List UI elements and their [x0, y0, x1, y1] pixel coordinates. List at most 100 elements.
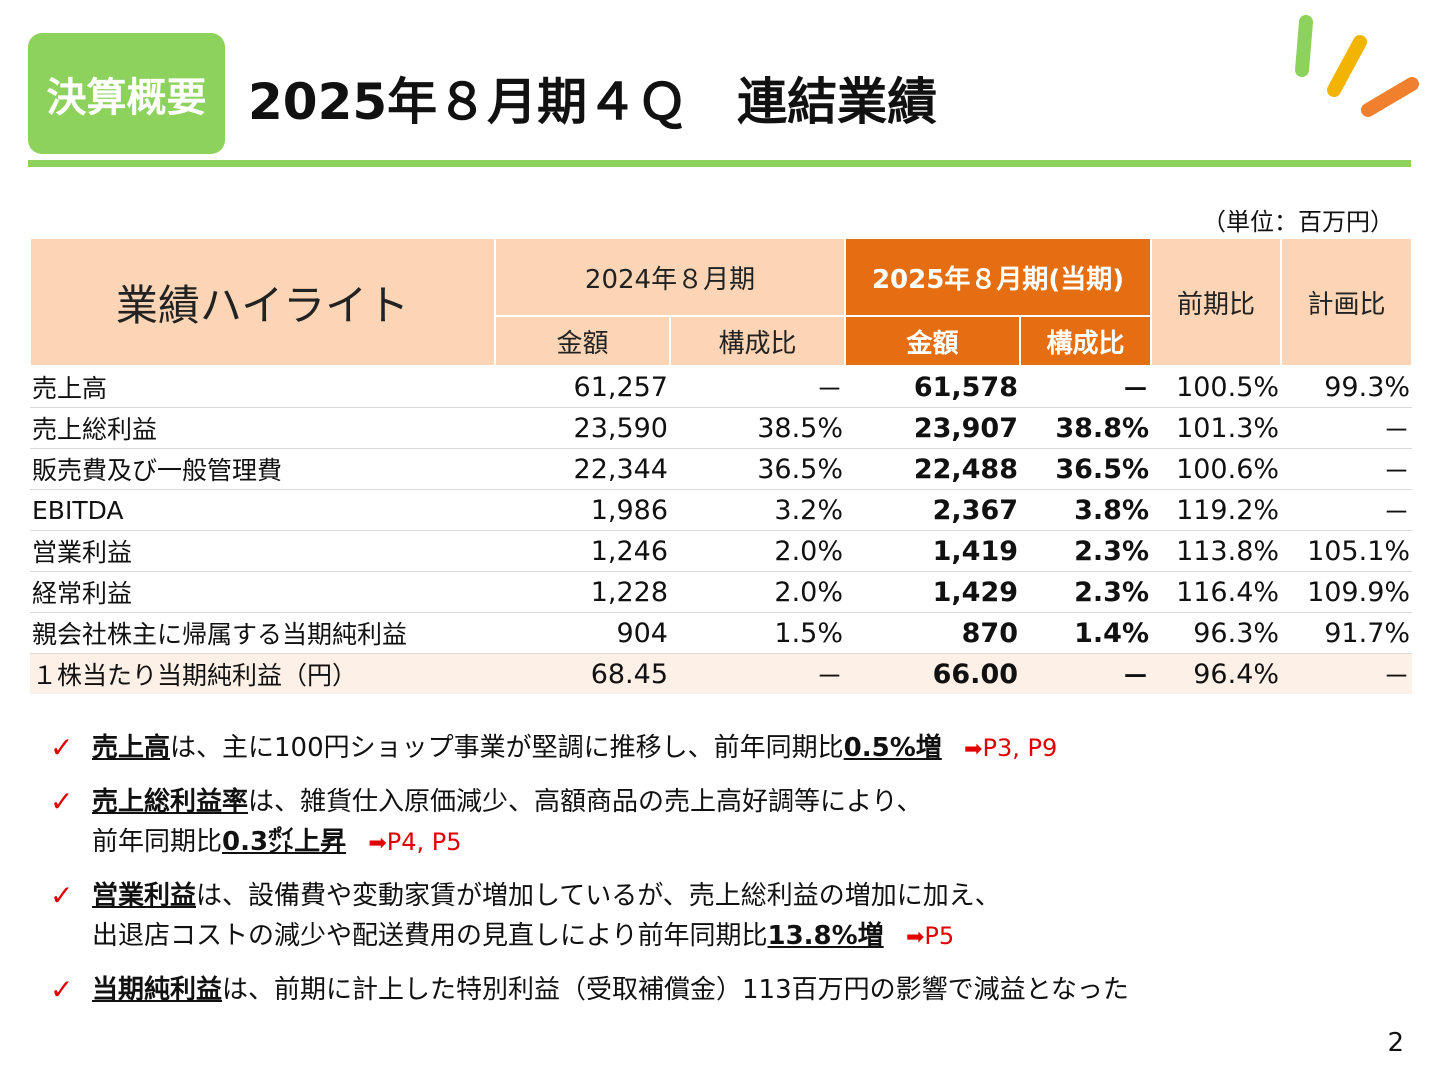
table-row: 経常利益 1,228 2.0% 1,429 2.3% 116.4% 109.9% — [30, 571, 1413, 613]
prev-amount-header: 金額 — [494, 315, 671, 367]
yoy-value: 113.8% — [1151, 530, 1282, 572]
table-row: 販売費及び一般管理費 22,344 36.5% 22,488 36.5% 100… — [30, 448, 1413, 490]
prev-ratio: 2.0% — [670, 530, 846, 572]
table-row: 売上総利益 23,590 38.5% 23,907 38.8% 101.3% － — [30, 407, 1413, 449]
check-icon: ✓ — [50, 879, 74, 912]
plan-value: － — [1281, 489, 1413, 531]
prev-ratio: 1.5% — [670, 612, 846, 654]
prev-amount: 1,228 — [495, 571, 670, 613]
cur-ratio-header: 構成比 — [1019, 315, 1153, 367]
prev-ratio: － — [670, 653, 846, 694]
bullet-text: は、主に100円ショップ事業が堅調に推移し、前年同期比 — [170, 733, 844, 763]
page-number: 2 — [1387, 1028, 1404, 1058]
bullet-keyword: 当期純利益 — [92, 975, 223, 1005]
prev-amount: 1,986 — [495, 489, 670, 531]
yoy-value: 96.4% — [1151, 653, 1282, 694]
prev-amount: 23,590 — [495, 407, 670, 449]
row-label: 親会社株主に帰属する当期純利益 — [30, 612, 495, 654]
plan-value: 109.9% — [1281, 571, 1413, 613]
plan-value: 99.3% — [1281, 366, 1413, 408]
yoy-value: 116.4% — [1151, 571, 1282, 613]
yoy-value: 101.3% — [1151, 407, 1282, 449]
yoy-value: 119.2% — [1151, 489, 1282, 531]
row-label: 販売費及び一般管理費 — [30, 448, 495, 490]
yoy-value: 100.6% — [1151, 448, 1282, 490]
bullet-net-income: ✓ 当期純利益は、前期に計上した特別利益（受取補償金）113百万円の影響で減益と… — [50, 970, 1390, 1010]
arrow-right-icon: ➡ — [368, 831, 387, 856]
cur-ratio: － — [1020, 366, 1152, 408]
bullet-keyword: 営業利益 — [92, 881, 197, 911]
decorative-strokes-icon — [1295, 15, 1419, 117]
check-icon: ✓ — [50, 973, 74, 1006]
unit-label: （単位：百万円） — [1202, 208, 1394, 236]
row-label: 売上総利益 — [30, 407, 495, 449]
bullet-sales: ✓ 売上高は、主に100円ショップ事業が堅調に推移し、前年同期比0.5%増 ➡P… — [50, 728, 1390, 770]
page-reference: P5 — [924, 922, 955, 950]
cur-ratio: 38.8% — [1020, 407, 1152, 449]
row-label: １株当たり当期純利益（円） — [30, 653, 495, 694]
bullet-keyword: 売上高 — [92, 733, 171, 763]
highlight-table: 業績ハイライト 2024年８月期 2025年８月期(当期) 前期比 計画比 金額… — [29, 237, 1414, 694]
bullet-emphasis: 0.5%増 — [843, 733, 942, 763]
prev-amount: 22,344 — [495, 448, 670, 490]
cur-amount: 61,578 — [845, 366, 1021, 408]
bullet-text: は、設備費や変動家賃が増加しているが、売上総利益の増加に加え、 — [196, 881, 1001, 911]
header-divider — [28, 160, 1411, 167]
prev-ratio: 2.0% — [670, 571, 846, 613]
cur-amount-header: 金額 — [844, 315, 1022, 367]
check-icon: ✓ — [50, 731, 74, 764]
cur-amount: 22,488 — [845, 448, 1021, 490]
table-row: 営業利益 1,246 2.0% 1,419 2.3% 113.8% 105.1% — [30, 530, 1413, 572]
cur-amount: 1,419 — [845, 530, 1021, 572]
prev-amount: 68.45 — [495, 653, 670, 694]
table-row: EBITDA 1,986 3.2% 2,367 3.8% 119.2% － — [30, 489, 1413, 531]
bullet-emphasis: 0.3㌽上昇 — [222, 827, 347, 857]
prev-ratio: － — [670, 366, 846, 408]
bullet-text: は、雑貨仕入原価減少、高額商品の売上高好調等により、 — [248, 787, 923, 817]
page-reference: P3, P9 — [982, 734, 1058, 762]
prev-ratio: 3.2% — [670, 489, 846, 531]
cur-ratio: 2.3% — [1020, 530, 1152, 572]
cur-ratio: 36.5% — [1020, 448, 1152, 490]
bullet-text: は、前期に計上した特別利益（受取補償金）113百万円の影響で減益となった — [222, 975, 1129, 1005]
prev-ratio-header: 構成比 — [668, 315, 847, 367]
summary-bullets: ✓ 売上高は、主に100円ショップ事業が堅調に推移し、前年同期比0.5%増 ➡P… — [50, 728, 1390, 1022]
bullet-text: 出退店コストの減少や配送費用の見直しにより前年同期比 — [92, 921, 768, 951]
bullet-emphasis: 13.8%増 — [767, 921, 884, 951]
section-badge: 決算概要 — [28, 33, 225, 154]
cur-amount: 2,367 — [845, 489, 1021, 531]
cur-ratio: － — [1020, 653, 1152, 694]
bullet-gross-margin: ✓ 売上総利益率は、雑貨仕入原価減少、高額商品の売上高好調等により、 前年同期比… — [50, 782, 1390, 864]
row-label: 営業利益 — [30, 530, 495, 572]
plan-value: － — [1281, 448, 1413, 490]
cur-amount: 66.00 — [845, 653, 1021, 694]
plan-value: 91.7% — [1281, 612, 1413, 654]
arrow-right-icon: ➡ — [905, 925, 925, 950]
cur-amount: 1,429 — [845, 571, 1021, 613]
cur-period-header: 2025年８月期(当期) — [844, 237, 1153, 317]
row-label: 経常利益 — [30, 571, 495, 613]
prev-amount: 1,246 — [495, 530, 670, 572]
yoy-value: 100.5% — [1151, 366, 1282, 408]
prev-amount: 61,257 — [495, 366, 670, 408]
plan-value: － — [1281, 407, 1413, 449]
bullet-text: 前年同期比 — [92, 827, 223, 857]
prev-period-header: 2024年８月期 — [493, 237, 847, 317]
check-icon: ✓ — [50, 785, 74, 818]
plan-header: 計画比 — [1280, 237, 1414, 367]
table-row: 親会社株主に帰属する当期純利益 904 1.5% 870 1.4% 96.3% … — [30, 612, 1413, 654]
cur-amount: 23,907 — [845, 407, 1021, 449]
prev-ratio: 38.5% — [670, 407, 846, 449]
cur-ratio: 1.4% — [1020, 612, 1152, 654]
row-label: EBITDA — [30, 489, 495, 531]
bullet-keyword: 売上総利益率 — [92, 787, 249, 817]
yoy-header: 前期比 — [1150, 237, 1283, 367]
table-row-eps: １株当たり当期純利益（円） 68.45 － 66.00 － 96.4% － — [30, 653, 1413, 694]
cur-amount: 870 — [845, 612, 1021, 654]
arrow-right-icon: ➡ — [964, 737, 983, 762]
bullet-operating-profit: ✓ 営業利益は、設備費や変動家賃が増加しているが、売上総利益の増加に加え、 出退… — [50, 876, 1390, 958]
page-title: 2025年８月期４Ｑ 連結業績 — [248, 73, 938, 131]
plan-value: － — [1281, 653, 1413, 694]
row-label: 売上高 — [30, 366, 495, 408]
cur-ratio: 3.8% — [1020, 489, 1152, 531]
